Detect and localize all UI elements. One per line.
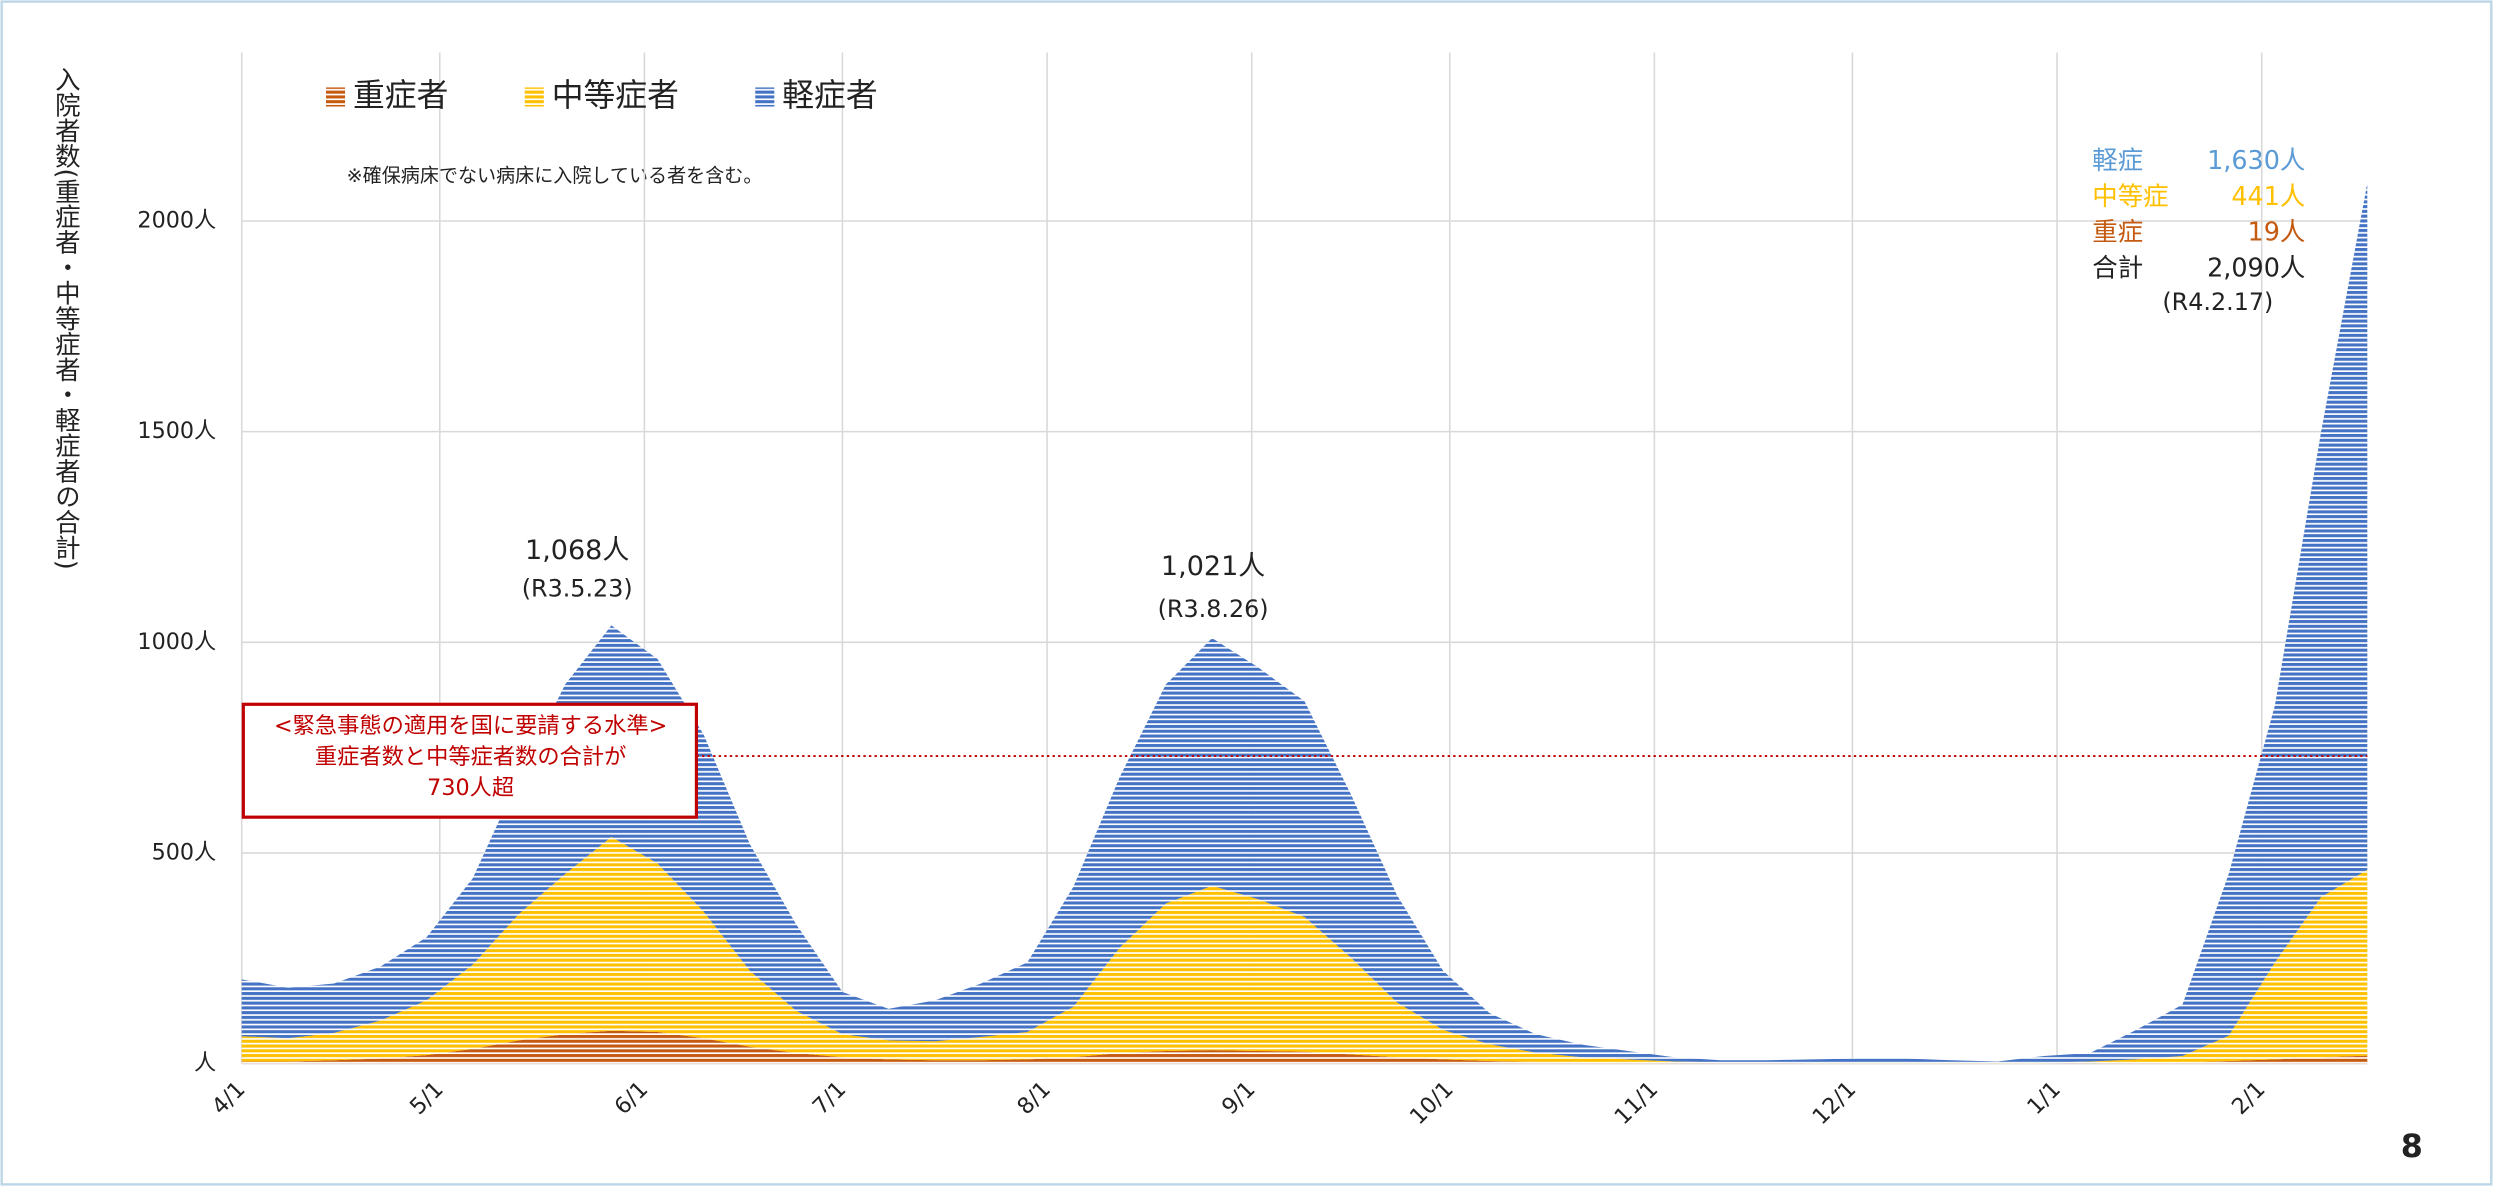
peak-date: (R3.5.23) [522,574,633,602]
summary-label: 重症 [2092,217,2143,247]
summary-label: 軽症 [2092,145,2143,175]
threshold-text: 重症者数と中等症者数の合計が [315,744,627,770]
legend-label: 軽症者 [782,77,877,114]
legend-marker [755,87,775,107]
note: ※確保病床でない病床に入院している者を含む。 [347,165,763,187]
summary-value: 1,630人 [2207,145,2305,175]
legend-label: 重症者 [353,77,448,114]
y-tick-label: 2000人 [137,207,216,233]
summary-value: 19人 [2248,217,2306,247]
y-tick-label: 1500人 [137,418,216,444]
area [241,1030,2368,1064]
summary-date: (R4.2.17) [2162,288,2273,316]
legend-label: 中等症者 [552,77,679,114]
threshold-text: 730人超 [427,775,514,801]
summary-label: 中等症 [2092,181,2168,211]
peak-value: 1,068人 [525,535,629,566]
area [241,183,2368,1064]
threshold-text: <緊急事態の適用を国に要請する水準> [274,713,667,739]
summary-value: 441人 [2231,181,2305,211]
y-tick-label: 500人 [152,839,217,865]
summary-label: 合計 [2092,252,2143,282]
area [241,836,2368,1064]
y-tick-label: 人 [194,1050,216,1076]
y-tick-label: 1000人 [137,629,216,655]
summary-value: 2,090人 [2207,252,2305,282]
legend-marker [524,87,544,107]
threshold-box [241,702,699,819]
legend-marker [325,87,346,107]
page-number: 8 [2401,1128,2423,1165]
peak-date: (R3.8.26) [1158,595,1269,623]
peak-value: 1,021人 [1161,551,1265,582]
y-axis-label: 入院者数(重症者・中等症者・軽症者の合計) [52,67,82,570]
